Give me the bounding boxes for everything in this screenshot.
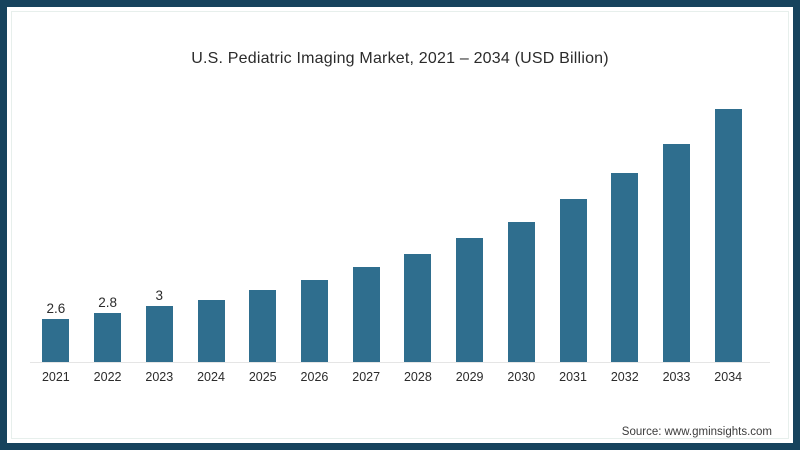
x-tick-label-2027: 2027	[352, 370, 381, 384]
bar-value-label-2021: 2.6	[46, 301, 66, 316]
x-tick-label-2032: 2032	[610, 370, 639, 384]
bar-2023	[145, 306, 173, 363]
chart-title: U.S. Pediatric Imaging Market, 2021 – 20…	[191, 50, 609, 67]
plot-area: 2.6 2.8 3	[30, 92, 754, 363]
bar-column-2029	[444, 92, 496, 363]
x-tick-label-2028: 2028	[403, 370, 432, 384]
x-tick-label-2030: 2030	[507, 370, 536, 384]
bar-column-2034	[702, 92, 754, 363]
bar-2022	[94, 313, 122, 363]
bar-2029	[456, 238, 484, 363]
x-tick-label-2023: 2023	[145, 370, 174, 384]
bar-column-2024	[185, 92, 237, 363]
bar-column-2021: 2.6	[30, 92, 82, 363]
bar-2027	[352, 267, 380, 363]
bar-column-2025	[237, 92, 289, 363]
x-tick-label-2034: 2034	[714, 370, 743, 384]
bar-column-2030	[495, 92, 547, 363]
x-tick-label-2022: 2022	[93, 370, 122, 384]
x-tick-label-2031: 2031	[559, 370, 587, 384]
bar-column-2031	[547, 92, 599, 363]
bar-2025	[249, 290, 277, 363]
bar-2024	[197, 300, 225, 363]
x-tick-label-2021: 2021	[41, 370, 70, 384]
x-tick-label-2029: 2029	[455, 370, 484, 384]
bar-2031	[559, 199, 587, 363]
bar-column-2026	[289, 92, 341, 363]
bar-2026	[300, 280, 328, 363]
x-tick-label-2033: 2033	[662, 370, 691, 384]
x-tick-label-2025: 2025	[248, 370, 277, 384]
bar-column-2032	[599, 92, 651, 363]
bar-value-label-2023: 3	[155, 288, 164, 303]
bar-2034	[714, 108, 742, 363]
x-tick-label-2026: 2026	[300, 370, 329, 384]
bar-2028	[404, 254, 432, 363]
source-note: Source: www.gminsights.com	[621, 426, 772, 438]
x-tick-label-2024: 2024	[197, 370, 225, 384]
bar-2032	[611, 173, 639, 363]
bar-2021	[42, 319, 70, 363]
bar-column-2028	[392, 92, 444, 363]
x-axis-line	[30, 362, 770, 363]
bar-2033	[662, 144, 690, 363]
bar-column-2022: 2.8	[82, 92, 134, 363]
bar-column-2027	[340, 92, 392, 363]
bar-2030	[507, 222, 535, 363]
bar-value-label-2022: 2.8	[98, 295, 117, 310]
x-axis-labels: 2021 2022 2023 2024 2025 2026 2027 2028 2029 2030…	[30, 370, 754, 384]
bar-column-2033	[651, 92, 703, 363]
bar-column-2023: 3	[133, 92, 185, 363]
